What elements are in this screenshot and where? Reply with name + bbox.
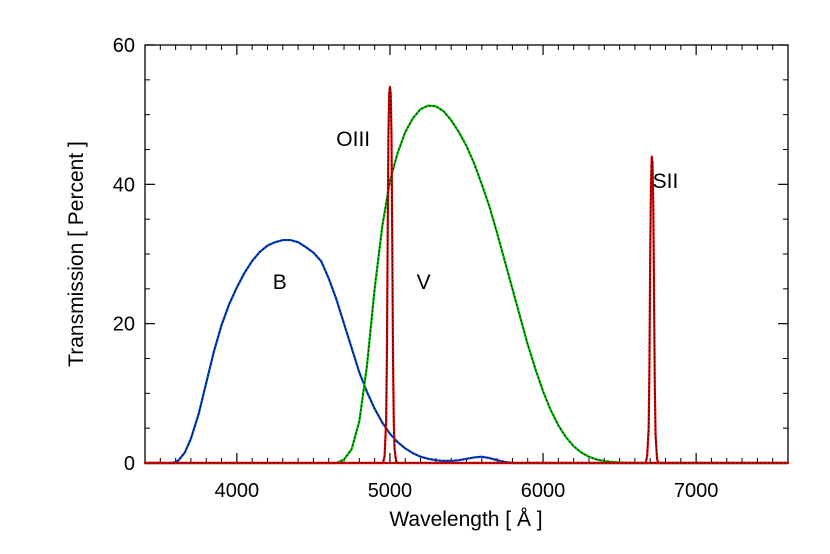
y-tick-label: 40 bbox=[113, 174, 135, 196]
annotation-oiii: OIII bbox=[336, 128, 370, 151]
x-tick-label: 6000 bbox=[521, 480, 566, 502]
y-tick-label: 0 bbox=[124, 453, 135, 475]
series-line-oiii bbox=[143, 85, 790, 465]
series-dots-b bbox=[145, 239, 788, 464]
series-dots-v bbox=[145, 105, 788, 464]
y-axis-label: Transmission [ Percent ] bbox=[65, 141, 88, 367]
axis-ticks bbox=[144, 44, 789, 464]
tick-labels: 4000 5000 6000 7000 0 20 40 60 bbox=[113, 35, 719, 502]
x-tick-label: 5000 bbox=[368, 480, 413, 502]
annotations: OIII V B SII bbox=[273, 128, 679, 294]
series-line-sii bbox=[143, 155, 790, 465]
series-layer bbox=[143, 85, 790, 465]
x-tick-label: 7000 bbox=[674, 480, 719, 502]
series-line-v bbox=[143, 104, 790, 465]
series-dots-sii bbox=[145, 156, 788, 464]
x-axis-label: Wavelength [ Å ] bbox=[389, 508, 542, 531]
annotation-sii: SII bbox=[653, 170, 679, 193]
series-dots-oiii bbox=[145, 86, 788, 464]
y-tick-label: 60 bbox=[113, 35, 135, 57]
annotation-b: B bbox=[273, 271, 287, 294]
y-tick-label: 20 bbox=[113, 314, 135, 336]
x-tick-label: 4000 bbox=[215, 480, 260, 502]
series-line-b bbox=[143, 238, 790, 465]
plot-frame bbox=[144, 44, 789, 464]
annotation-v: V bbox=[417, 271, 431, 294]
